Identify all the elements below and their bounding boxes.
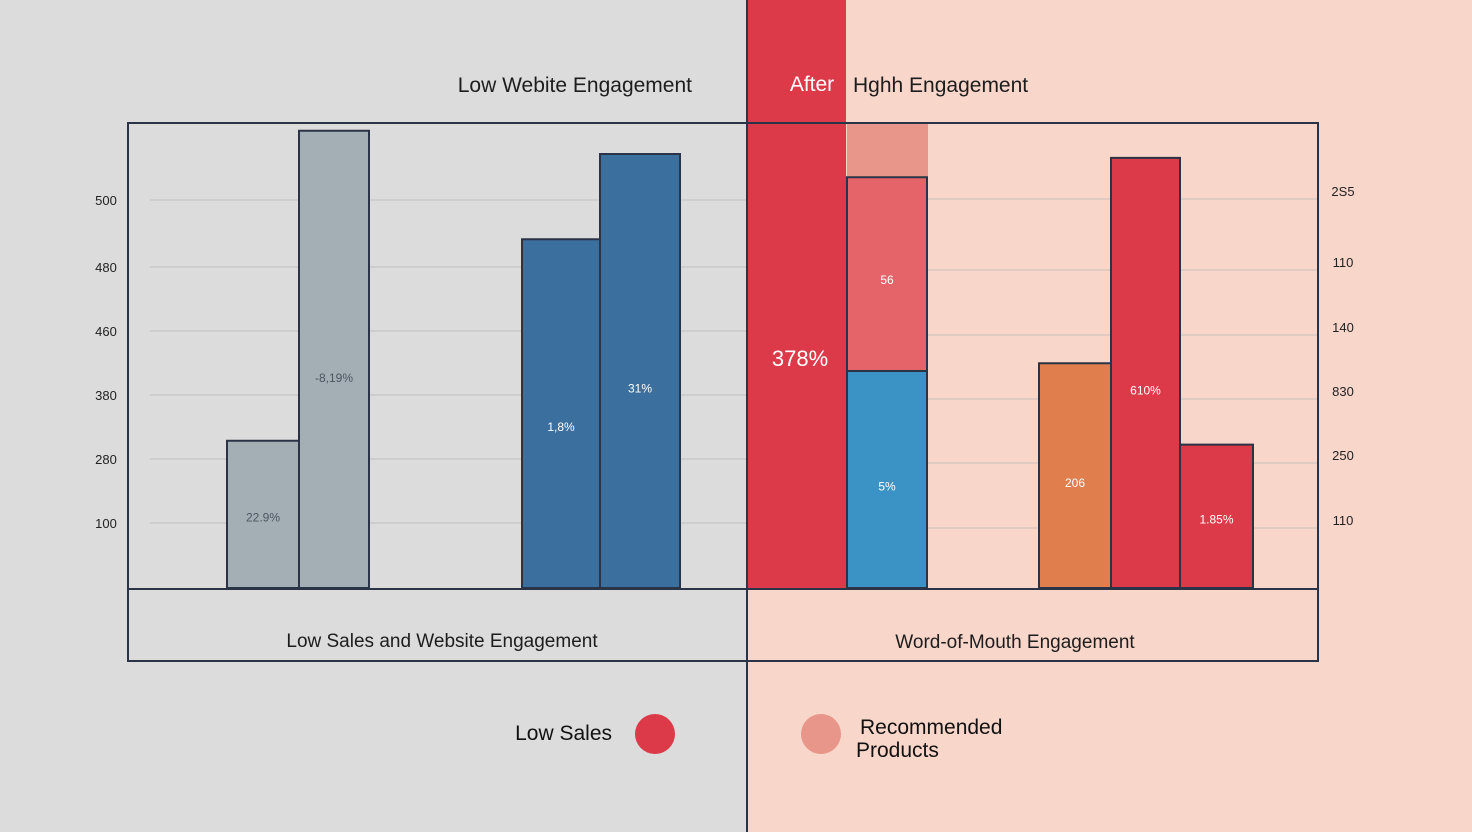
left-group-1-bar-1-label: 31% (628, 382, 652, 396)
left-y-ticks: 500 480 460 380 280 100 (95, 193, 117, 531)
right-group-0-bar-1-label: 610% (1130, 383, 1161, 397)
left-panel-caption: Low Sales and Website Engagement (286, 631, 598, 652)
left-group-1-bar-1 (599, 153, 681, 589)
y-tick-right: 250 (1332, 448, 1354, 463)
y-tick-left: 380 (95, 388, 117, 403)
y-tick-right: 830 (1332, 384, 1354, 399)
right-group-0-bar-0-label: 206 (1065, 476, 1085, 490)
y-tick-left: 480 (95, 260, 117, 275)
legend-swatch-low-sales (635, 714, 675, 754)
right-stacked-segment-1-label: 56 (880, 273, 894, 287)
y-tick-left: 280 (95, 452, 117, 467)
y-tick-left: 100 (95, 516, 117, 531)
right-panel-title: Hghh Engagement (853, 74, 1028, 97)
legend-label-line: Products (856, 739, 939, 762)
y-tick-right: 110 (1333, 513, 1354, 528)
right-tall-bar-label: 378% (772, 346, 828, 371)
y-tick-right: 110 (1333, 255, 1354, 270)
after-label: After (790, 73, 834, 96)
chart-frame (127, 0, 1319, 832)
right-group-0-bar-0 (1038, 362, 1112, 589)
bars-layer (226, 0, 1254, 589)
right-tall-bar (747, 0, 846, 588)
data-labels: 22.9% -8,19% 1,8% 31% 378% 5% 56 206 610% 1.85% (246, 273, 1234, 527)
right-y-ticks: 2S5 110 140 830 250 110 (1331, 184, 1354, 528)
legend-label-low-sales: Low Sales (515, 722, 612, 745)
right-panel-caption: Word-of-Mouth Engagement (895, 632, 1135, 653)
left-panel-title: Low Webite Engagement (458, 74, 692, 97)
y-tick-right: 2S5 (1331, 184, 1354, 199)
right-group-0-bar-2 (1179, 443, 1254, 589)
left-group-1-bar-0 (521, 238, 601, 589)
y-tick-right: 140 (1332, 320, 1354, 335)
y-tick-left: 500 (95, 193, 117, 208)
legend-swatch-recommended-products (801, 714, 841, 754)
y-tick-left: 460 (95, 324, 117, 339)
right-group-0-bar-2-label: 1.85% (1199, 512, 1233, 526)
left-group-0-bar-1 (298, 129, 370, 589)
legend-label-line: Recommended (860, 716, 1002, 739)
left-group-0-bar-1-label: -8,19% (315, 371, 353, 385)
right-group-0-bar-1 (1110, 156, 1181, 589)
left-group-0-bar-0-label: 22.9% (246, 511, 280, 525)
legend-label-recommended-products: Recommended Products (856, 716, 1002, 762)
right-stacked-segment-1 (846, 176, 928, 372)
left-group-1-bar-0-label: 1,8% (547, 420, 575, 434)
right-stacked-segment-0-label: 5% (878, 479, 896, 493)
